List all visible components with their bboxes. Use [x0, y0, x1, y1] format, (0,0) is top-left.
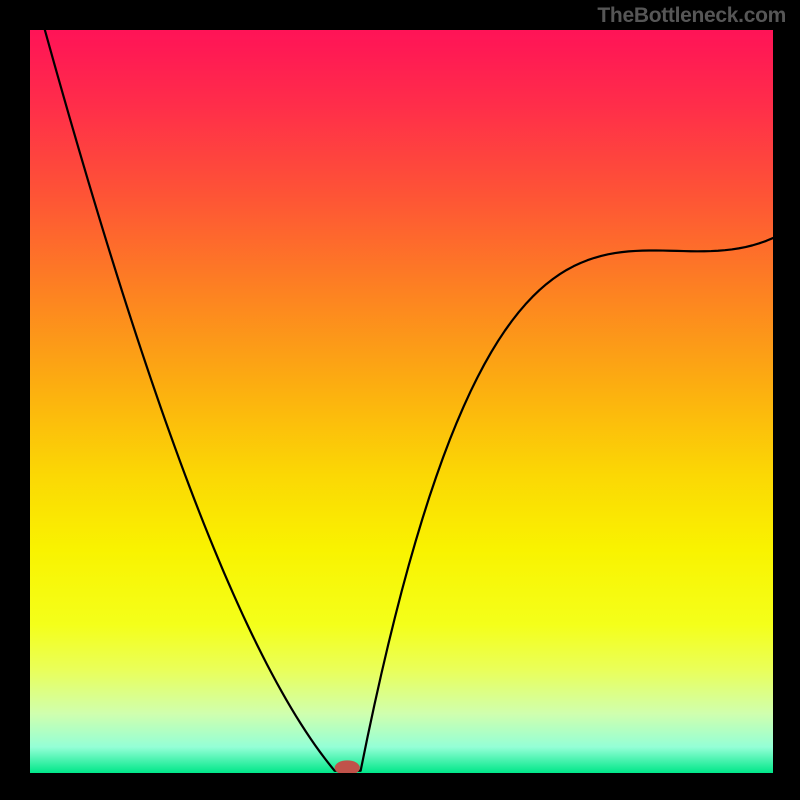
gradient-background: [30, 30, 773, 773]
plot-area: [30, 30, 773, 773]
chart-frame: TheBottleneck.com: [0, 0, 800, 800]
watermark-label: TheBottleneck.com: [597, 4, 786, 28]
chart-svg: [30, 30, 773, 773]
